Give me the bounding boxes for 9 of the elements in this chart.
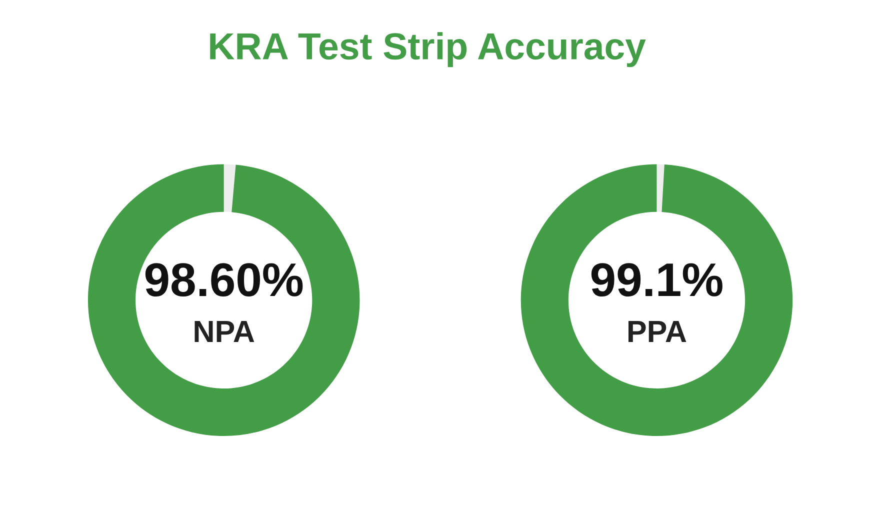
donut-slice: [88, 164, 360, 436]
chart-title: KRA Test Strip Accuracy: [210, 32, 646, 68]
donut-slice: [656, 164, 664, 212]
text: NPA: [194, 321, 254, 342]
text: PPA: [628, 321, 686, 342]
donut-slice: [520, 164, 793, 436]
donut-slice: [224, 164, 236, 212]
data-label: 98.60%: [145, 263, 303, 297]
data-label: 99.1%: [591, 263, 722, 297]
